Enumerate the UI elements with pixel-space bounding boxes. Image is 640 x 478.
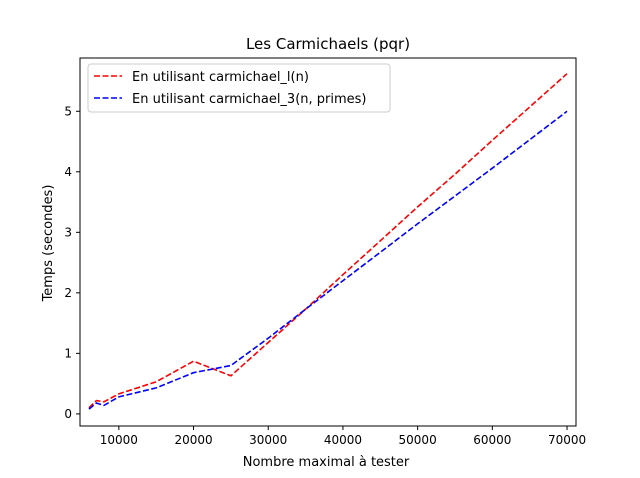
x-tick-label: 50000 [399,433,437,447]
series-line-2 [88,110,568,410]
chart-title: Les Carmichaels (pqr) [246,35,410,53]
plot-area [79,57,577,427]
x-tick-label: 40000 [324,433,362,447]
y-tick-label: 3 [64,225,72,239]
x-tick-label: 30000 [249,433,287,447]
x-tick-label: 20000 [174,433,212,447]
x-axis-label: Nombre maximal à tester [243,455,410,470]
legend-label-2: En utilisant carmichael_3(n, primes) [132,92,367,107]
legend: En utilisant carmichael_l(n) En utilisant… [87,63,391,113]
legend-label-1: En utilisant carmichael_l(n) [132,70,309,85]
legend-box [87,63,391,113]
series-line-1 [88,73,568,409]
x-tick-label: 60000 [473,433,511,447]
x-axis: 10000 20000 30000 40000 50000 60000 70000 [100,426,586,447]
y-tick-label: 0 [64,407,72,421]
y-tick-label: 5 [64,104,72,118]
y-tick-label: 2 [64,286,72,300]
y-axis-label: Temps (secondes) [41,185,56,303]
y-tick-label: 4 [64,165,72,179]
y-axis: 0 1 2 3 4 5 [64,104,80,421]
y-tick-label: 1 [64,346,72,360]
x-tick-label: 70000 [548,433,586,447]
x-tick-label: 10000 [100,433,138,447]
axes-frame [79,57,577,427]
